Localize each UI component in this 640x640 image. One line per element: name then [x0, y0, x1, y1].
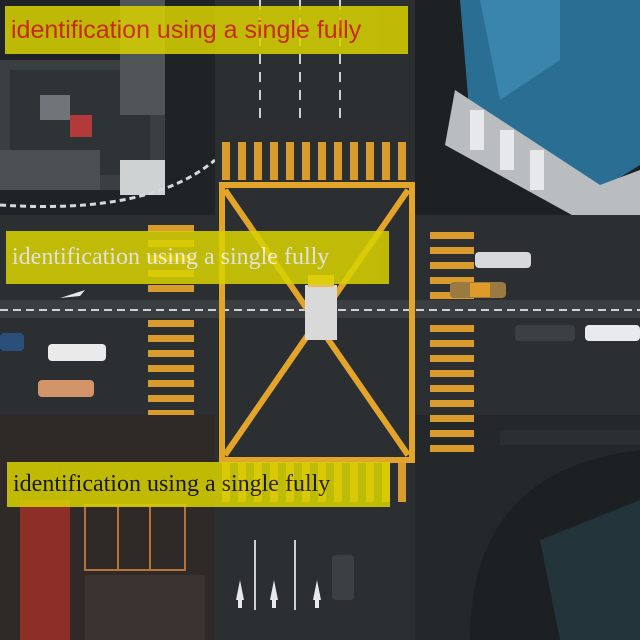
caption-top-text: identification using a single fully	[11, 16, 362, 44]
lane-arrows	[60, 290, 321, 608]
cars	[0, 252, 640, 600]
top-right-building	[415, 0, 640, 230]
bottom-right-block	[470, 430, 640, 640]
caption-middle: identification using a single fully	[6, 231, 389, 284]
caption-bottom: identification using a single fully	[7, 462, 390, 507]
caption-top: identification using a single fully	[5, 6, 408, 54]
caption-bottom-text: identification using a single fully	[13, 471, 331, 497]
zebra-top	[222, 142, 406, 180]
truck	[305, 275, 337, 340]
zebra-right	[430, 232, 474, 452]
caption-middle-text: identification using a single fully	[12, 244, 330, 270]
bottom-left-block	[0, 415, 215, 640]
